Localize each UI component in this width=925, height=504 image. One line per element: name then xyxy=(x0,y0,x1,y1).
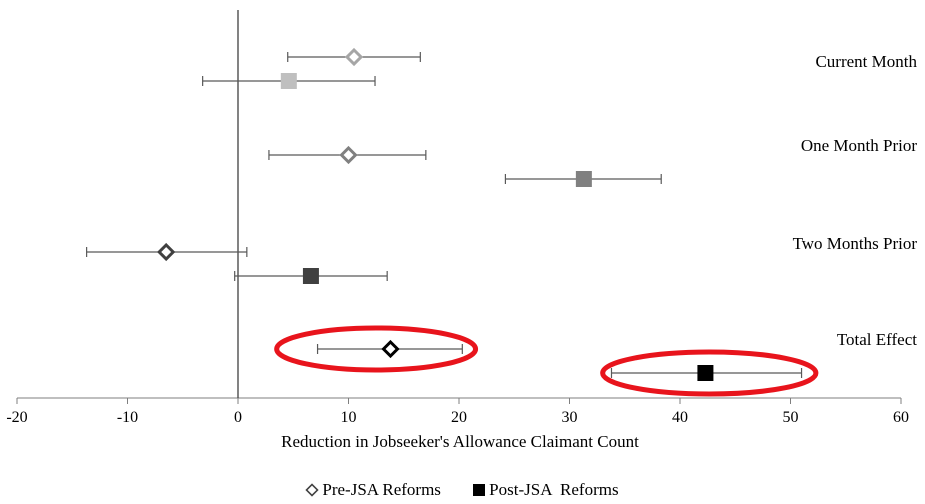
x-axis-title: Reduction in Jobseeker's Allowance Claim… xyxy=(281,432,639,451)
x-tick-label: 0 xyxy=(234,409,242,426)
group-label: Two Months Prior xyxy=(793,234,918,253)
diamond-marker xyxy=(157,242,176,262)
diamond-marker xyxy=(339,145,358,165)
x-tick-label: -20 xyxy=(6,409,27,426)
highlight-ellipse xyxy=(274,325,479,373)
x-tick-label: 10 xyxy=(341,409,357,426)
markers xyxy=(157,47,714,381)
x-tick-label: -10 xyxy=(117,409,138,426)
x-tick-label: 60 xyxy=(893,409,909,426)
x-tick-label: 50 xyxy=(783,409,799,426)
highlight-layer xyxy=(274,325,819,397)
legend: Pre-JSA Reforms Post-JSA Reforms xyxy=(0,480,925,501)
square-marker xyxy=(697,365,714,381)
diamond-icon xyxy=(305,483,320,497)
legend-item-pre: Pre-JSA Reforms xyxy=(305,480,441,500)
square-marker xyxy=(280,73,297,89)
x-tick-label: 30 xyxy=(562,409,578,426)
legend-item-post: Post-JSA Reforms xyxy=(473,480,619,500)
diamond-marker xyxy=(381,339,400,359)
square-marker xyxy=(302,268,319,284)
legend-label-post: Post-JSA Reforms xyxy=(489,480,619,499)
x-tick-label: 40 xyxy=(672,409,688,426)
group-label: Current Month xyxy=(815,52,917,71)
group-label: One Month Prior xyxy=(801,136,918,155)
group-labels: Current Month One Month Prior Two Months P… xyxy=(793,52,918,349)
square-marker xyxy=(575,171,592,187)
group-label: Total Effect xyxy=(837,330,917,349)
error-bars xyxy=(86,52,803,378)
square-icon xyxy=(473,484,486,496)
x-tick-label: 20 xyxy=(451,409,467,426)
highlight-ellipse xyxy=(600,349,819,397)
x-axis: -20 -10 0 10 20 30 40 50 60 xyxy=(6,10,909,426)
legend-label-pre: Pre-JSA Reforms xyxy=(322,480,441,499)
diamond-marker xyxy=(344,47,364,67)
